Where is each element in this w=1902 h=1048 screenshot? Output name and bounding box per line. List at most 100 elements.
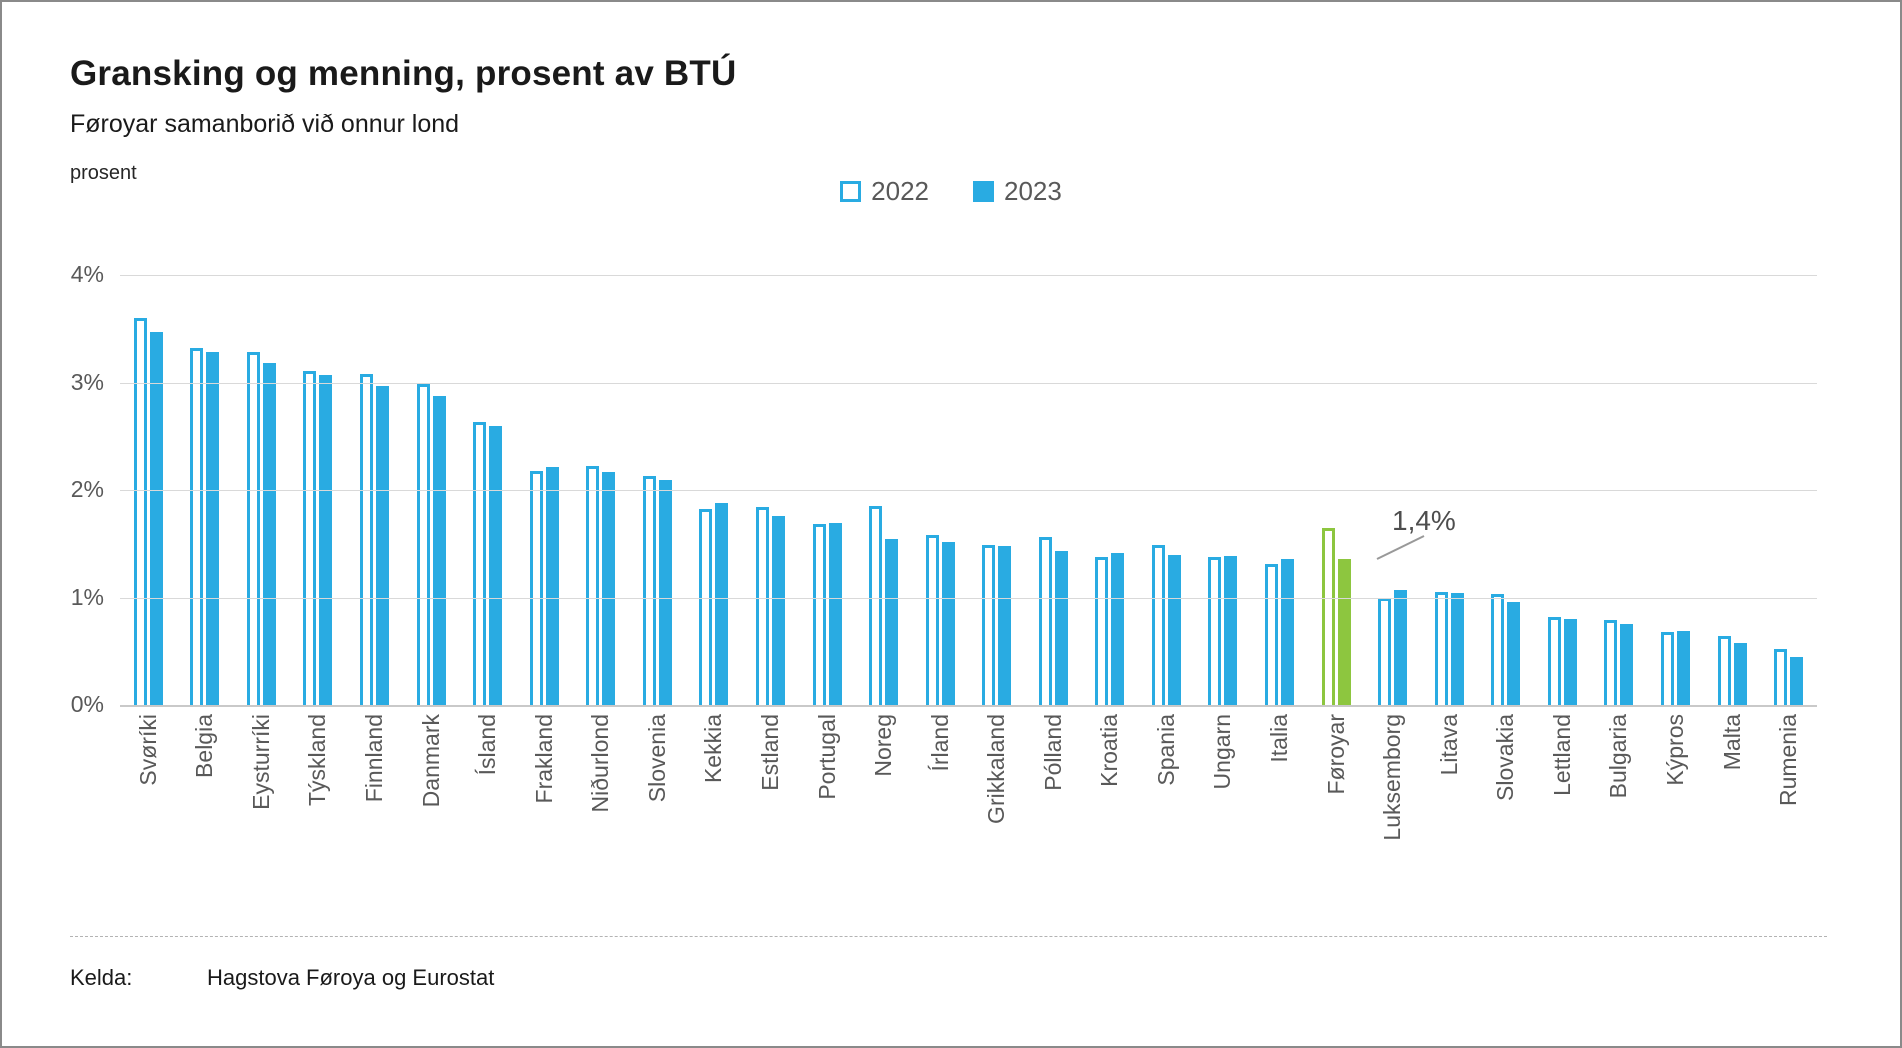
category-label: Portugal (813, 714, 840, 800)
y-tick-label: 2% (70, 476, 104, 502)
bar-2022 (473, 422, 487, 705)
bar-2022 (642, 476, 656, 705)
category-label-cell: Eysturríki (233, 714, 290, 944)
category-label-cell: Spania (1138, 714, 1195, 944)
y-tick-label: 0% (70, 691, 104, 717)
bar-group (855, 275, 912, 705)
bar-group (290, 275, 347, 705)
bar-2023 (658, 480, 672, 705)
category-label: Írland (926, 714, 953, 772)
bar-2023 (1054, 551, 1068, 705)
bar-group (968, 275, 1025, 705)
bar-group (686, 275, 743, 705)
bar-2022 (529, 470, 543, 705)
bar-2022 (1208, 556, 1222, 705)
bar-2022 (1491, 594, 1505, 705)
category-label-cell: Belgia (177, 714, 234, 944)
category-label: Malta (1718, 714, 1745, 771)
bar-2023 (1507, 601, 1521, 705)
category-label-cell: Ungarn (1195, 714, 1252, 944)
bar-2022 (925, 535, 939, 705)
category-label-cell: Estland (742, 714, 799, 944)
category-label: Svøríki (134, 714, 161, 786)
bar-2023 (771, 515, 785, 705)
bar-group (1647, 275, 1704, 705)
category-label: Grikkaland (983, 714, 1010, 824)
bar-group (459, 275, 516, 705)
bar-2022 (1038, 537, 1052, 705)
annotation-value: 1,4% (1392, 505, 1456, 536)
bar-2023 (1563, 619, 1577, 705)
category-label: Pólland (1039, 714, 1066, 791)
category-label: Bulgaria (1605, 714, 1632, 799)
bar-group (1478, 275, 1535, 705)
bar-2022 (1547, 616, 1561, 705)
category-label-cell: Kroatia (1082, 714, 1139, 944)
bar-2023 (376, 385, 390, 705)
category-label: Lettland (1548, 714, 1575, 796)
bar-2022 (1151, 544, 1165, 705)
bar-2022 (1321, 527, 1335, 705)
bar-group (120, 275, 177, 705)
y-tick-label: 3% (70, 368, 104, 395)
bar-2022 (869, 506, 883, 705)
bar-2023 (1450, 593, 1464, 705)
category-label: Slovakia (1492, 714, 1519, 801)
gridline (120, 275, 1817, 276)
category-label-cell: Írland (912, 714, 969, 944)
legend-swatch-2023-icon (973, 181, 994, 202)
bar-2023 (998, 545, 1012, 705)
bar-2023 (319, 374, 333, 705)
category-label: Kýpros (1661, 714, 1688, 786)
category-label-cell: Noreg (855, 714, 912, 944)
category-label: Belgia (191, 714, 218, 778)
y-tick-label: 1% (70, 583, 104, 610)
bar-2022 (982, 544, 996, 705)
category-label: Niðurlond (587, 714, 614, 813)
bar-group (1591, 275, 1648, 705)
category-label-cell: Litava (1421, 714, 1478, 944)
category-label-cell: Bulgaria (1591, 714, 1648, 944)
legend-label-2022: 2022 (871, 176, 929, 206)
legend-swatch-2022-icon (840, 181, 862, 202)
bar-2023 (1676, 630, 1690, 705)
category-label: Ísland (474, 714, 501, 776)
bar-2023 (1281, 558, 1295, 705)
bar-2023 (1620, 624, 1634, 705)
category-label: Ungarn (1209, 714, 1236, 790)
bar-group (1025, 275, 1082, 705)
bar-group (1421, 275, 1478, 705)
legend: 2022 2023 (2, 176, 1900, 207)
bar-2023 (262, 363, 276, 705)
bar-group (516, 275, 573, 705)
category-label: Týskland (304, 714, 331, 807)
bar-2022 (812, 524, 826, 705)
bar-2023 (602, 471, 616, 705)
bar-group (1138, 275, 1195, 705)
bar-2023 (432, 396, 446, 705)
bar-2022 (1774, 649, 1788, 705)
bar-group (1704, 275, 1761, 705)
category-label-cell: Italia (1251, 714, 1308, 944)
category-labels: Svøríki Belgia Eysturríki Týskland Finnland D… (120, 714, 1817, 944)
bar-2022 (190, 348, 204, 705)
gridline (120, 705, 1817, 707)
bar-2022 (133, 318, 147, 705)
bar-group (799, 275, 856, 705)
plot-area (120, 275, 1817, 707)
bar-2022 (699, 509, 713, 705)
category-label: Litava (1435, 714, 1462, 776)
category-label-cell: Svøríki (120, 714, 177, 944)
bar-2022 (360, 373, 374, 705)
category-label-cell: Luksemborg (1364, 714, 1421, 944)
bar-group (177, 275, 234, 705)
gridline (120, 490, 1817, 491)
bar-group (1760, 275, 1817, 705)
bar-group (629, 275, 686, 705)
source-label: Kelda: (70, 965, 133, 990)
legend-item-2023: 2023 (973, 176, 1062, 207)
page-title: Gransking og menning, prosent av BTÚ (70, 54, 737, 93)
bar-2023 (489, 425, 503, 705)
category-label-cell: Ísland (459, 714, 516, 944)
bar-2023 (206, 352, 220, 705)
